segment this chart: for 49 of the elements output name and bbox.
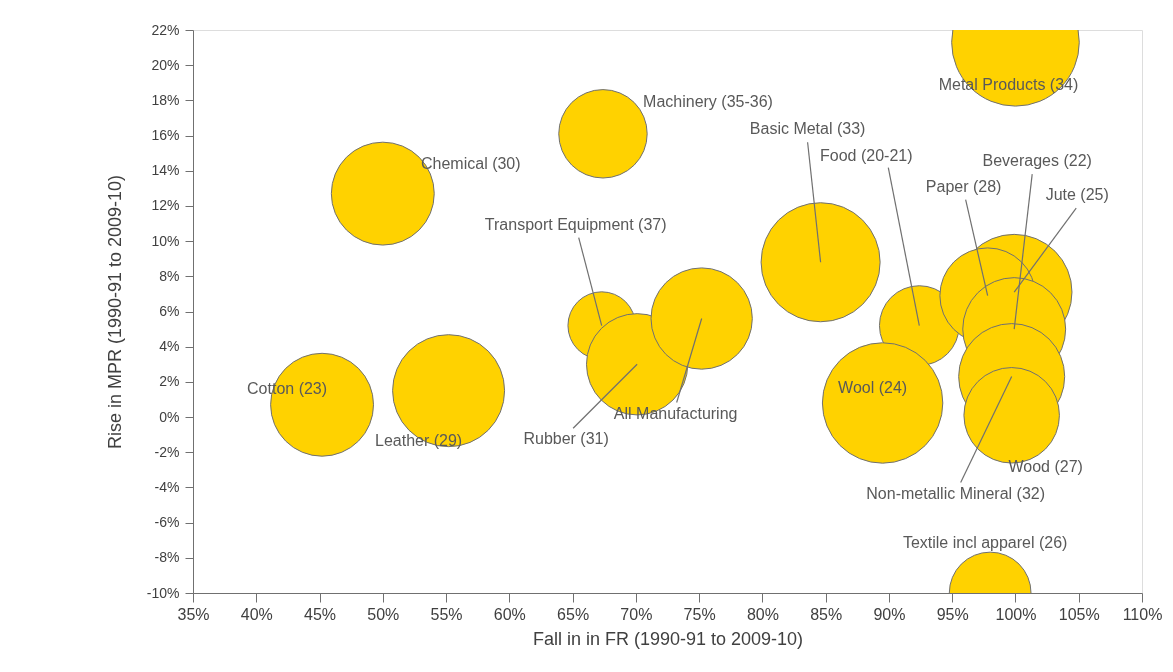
x-tick-label: 95% (936, 605, 969, 623)
x-tick-label: 60% (493, 605, 526, 623)
annotation: Wool (24) (838, 378, 908, 396)
y-tick-label: 18% (151, 91, 180, 108)
y-tick-label: 14% (151, 162, 180, 179)
x-tick-label: 110% (1122, 605, 1163, 623)
y-tick-label: 4% (159, 338, 180, 355)
x-tick-label: 75% (683, 605, 716, 623)
annotation: Chemical (30) (421, 154, 521, 172)
y-tick-label: 12% (151, 197, 180, 214)
y-tick-label: 8% (159, 267, 180, 284)
annotation: Textile incl apparel (26) (902, 534, 1068, 551)
annotation: Beverages (22) (982, 152, 1092, 170)
y-tick-label: 6% (159, 303, 180, 319)
y-tick-label: -6% (154, 514, 180, 531)
annotation: Leather (29) (375, 431, 463, 449)
y-tick-label: -8% (154, 549, 180, 566)
annotation: Transport Equipment (37) (484, 215, 667, 233)
y-tick-label: 22% (151, 21, 180, 38)
annotation: Jute (25) (1045, 186, 1109, 204)
y-tick-label: 0% (159, 408, 180, 425)
x-tick-label: 85% (810, 605, 843, 623)
x-tick-label: 40% (240, 605, 273, 623)
y-tick-label: -4% (154, 478, 180, 495)
annotation: Food (20-21) (820, 146, 913, 164)
x-tick-label: 50% (367, 605, 400, 623)
y-axis-title: Rise in MPR (1990-91 to 2009-10) (104, 174, 125, 450)
x-tick-label: 80% (746, 605, 779, 623)
annotation: Rubber (31) (523, 430, 609, 448)
x-axis-title: Fall in in FR (1990-91 to 2009-10) (532, 628, 804, 649)
x-tick-label: 100% (995, 605, 1037, 623)
x-tick-label: 70% (620, 605, 653, 623)
annotation: Basic Metal (33) (749, 120, 866, 138)
x-tick-label: 105% (1058, 605, 1100, 623)
x-tick-label: 55% (430, 605, 463, 623)
x-tick-label: 35% (177, 605, 210, 623)
y-tick-label: -10% (146, 584, 180, 601)
annotation: Wood (27) (1008, 458, 1083, 476)
y-tick-label: 20% (151, 56, 180, 73)
x-tick-label: 65% (557, 605, 590, 623)
y-tick-label: 10% (151, 232, 180, 249)
x-tick-label: 90% (873, 605, 906, 623)
annotation: Paper (28) (925, 177, 1002, 195)
y-tick-label: -2% (154, 443, 180, 460)
y-tick-label: 2% (159, 373, 180, 390)
annotation: Machinery (35-36) (643, 92, 773, 110)
y-tick-label: 16% (151, 127, 180, 144)
x-tick-label: 45% (304, 605, 337, 623)
annotation: Non-metallic Mineral (32) (866, 484, 1046, 502)
